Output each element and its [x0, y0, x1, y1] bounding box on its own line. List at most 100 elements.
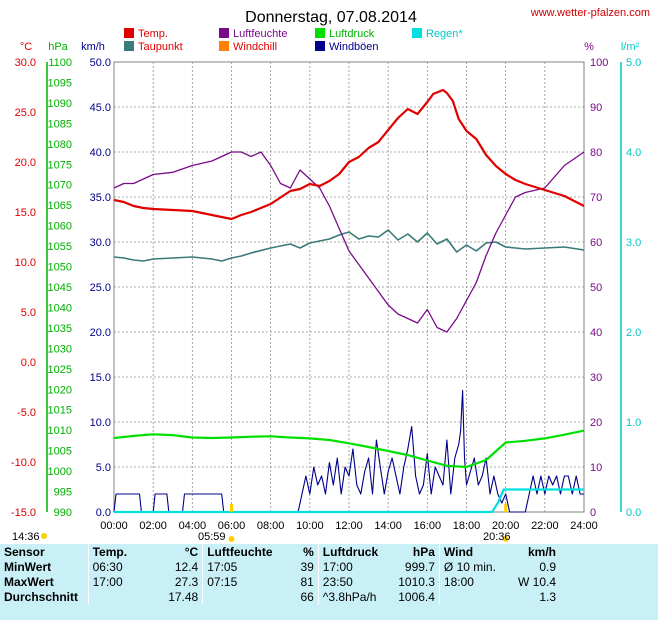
x-tick-label: 14:00: [374, 520, 402, 532]
sun-markers: [41, 504, 509, 542]
stats-temp-time: 06:30: [87, 559, 155, 574]
x-tick-label: 02:00: [139, 520, 167, 532]
pressure-tick-label: 1080: [48, 139, 72, 151]
unit-temp: °C: [20, 41, 32, 53]
humidity-tick-label: 0: [590, 507, 596, 519]
legend-label: Windchill: [233, 41, 277, 53]
stats-pressure-time: ^3.8hPa/h: [317, 589, 387, 604]
stats-header-pressure: Luftdruck: [317, 544, 387, 559]
x-tick-label: 12:00: [335, 520, 363, 532]
stats-header-humidity-unit: %: [303, 544, 314, 559]
wind-tick-label: 45.0: [90, 102, 111, 114]
humidity-tick-label: 100: [590, 57, 608, 69]
pressure-tick-label: 1050: [48, 262, 72, 274]
wind-tick-label: 25.0: [90, 282, 111, 294]
stats-wind-value: 1.3: [539, 589, 556, 604]
legend-swatch: [315, 41, 325, 51]
wind-tick-label: 15.0: [90, 372, 111, 384]
stats-wind-desc: Ø 10 min.: [438, 559, 508, 574]
humidity-tick-label: 20: [590, 417, 602, 429]
stats-temp-value: 27.3: [174, 574, 199, 589]
stats-wind-desc: [438, 589, 508, 604]
stats-wind-value: 0.9: [539, 559, 556, 574]
legend-label: Taupunkt: [138, 41, 183, 53]
legend: Temp. Luftfeuchte Luftdruck Regen* Taupunkt W…: [124, 28, 463, 53]
humidity-tick-label: 30: [590, 372, 602, 384]
stats-header-pressure-unit: hPa: [412, 544, 435, 559]
stats-temp-time: 17:00: [87, 574, 155, 589]
series-taupunkt: [113, 229, 585, 262]
legend-swatch: [219, 41, 229, 51]
pressure-tick-label: 1090: [48, 98, 72, 110]
temp-tick-label: 15.0: [15, 207, 36, 219]
sunset-time: 20:36: [483, 531, 511, 543]
stats-header-row: Sensor Temp. °C Luftfeuchte % Luftdruck …: [0, 544, 560, 559]
pressure-tick-label: 1010: [48, 425, 72, 437]
wind-tick-label: 10.0: [90, 417, 111, 429]
rain-tick-label: 4.0: [626, 147, 641, 159]
site-link[interactable]: www.wetter-pfalzen.com: [530, 7, 650, 19]
rain-tick-label: 3.0: [626, 237, 641, 249]
pressure-tick-label: 1030: [48, 343, 72, 355]
stats-pressure-time: 23:50: [317, 574, 387, 589]
stats-wind-desc: 18:00: [438, 574, 508, 589]
rain-tick-label: 1.0: [626, 417, 641, 429]
unit-rain: l/m²: [621, 41, 640, 53]
series-luftfeuchte: [113, 151, 585, 333]
series-temp: [113, 88, 585, 221]
axes: 30.0 25.0 20.0 15.0 10.0 5.0 0.0 -5.0 -10.0 -15.0…: [11, 57, 641, 532]
series-group: [113, 88, 585, 514]
stats-header-temp-unit: °C: [184, 544, 199, 559]
stats-header-sensor: Sensor: [4, 544, 45, 559]
weather-chart: Donnerstag, 07.08.2014 www.wetter-pfalze…: [11, 7, 650, 543]
statistics-table: Sensor Temp. °C Luftfeuchte % Luftdruck …: [0, 544, 560, 604]
legend-swatch: [124, 41, 134, 51]
temp-tick-label: 20.0: [15, 157, 36, 169]
wind-tick-label: 0.0: [96, 507, 111, 519]
humidity-tick-label: 70: [590, 192, 602, 204]
stats-pressure-value: 999.7: [404, 559, 435, 574]
stats-pressure-value: 1010.3: [398, 574, 435, 589]
x-tick-label: 22:00: [531, 520, 559, 532]
series-regen: [114, 488, 584, 514]
pressure-tick-label: 1085: [48, 118, 72, 130]
stats-humidity-time: 07:15: [202, 574, 281, 589]
pressure-tick-label: 1040: [48, 302, 72, 314]
stats-header-temp: Temp.: [87, 544, 155, 559]
stats-label: MinWert: [4, 559, 52, 574]
stats-humidity-time: 17:05: [202, 559, 281, 574]
stats-pressure-time: 17:00: [317, 559, 387, 574]
pressure-tick-label: 990: [54, 507, 72, 519]
temp-tick-label: 0.0: [21, 357, 36, 369]
stats-label: MaxWert: [4, 574, 54, 589]
humidity-tick-label: 80: [590, 147, 602, 159]
stats-humidity-time: [202, 589, 281, 604]
wind-tick-label: 50.0: [90, 57, 111, 69]
grid: [113, 61, 585, 513]
humidity-tick-label: 60: [590, 237, 602, 249]
legend-swatch: [412, 28, 422, 38]
stats-header-humidity: Luftfeuchte: [202, 544, 281, 559]
pressure-tick-label: 1060: [48, 221, 72, 233]
pressure-tick-label: 1045: [48, 282, 72, 294]
sunrise-time: 05:59: [198, 531, 226, 543]
x-tick-label: 06:00: [218, 520, 246, 532]
wind-tick-label: 5.0: [96, 462, 111, 474]
unit-humidity: %: [584, 41, 594, 53]
series-luftdruck: [113, 429, 585, 469]
stats-temp-time: [87, 589, 155, 604]
stats-row-avg: Durchschnitt 17.48 66 ^3.8hPa/h 1006.4 1…: [0, 589, 560, 604]
stats-humidity-value: 66: [300, 589, 314, 604]
wind-tick-label: 40.0: [90, 147, 111, 159]
temp-tick-label: -5.0: [17, 407, 36, 419]
stats-temp-value: 17.48: [168, 589, 199, 604]
x-tick-label: 20:00: [492, 520, 520, 532]
temp-tick-label: 30.0: [15, 57, 36, 69]
stats-temp-value: 12.4: [174, 559, 199, 574]
moon-dot: [41, 533, 47, 539]
legend-label: Regen*: [426, 28, 463, 40]
legend-label: Luftfeuchte: [233, 28, 287, 40]
temp-tick-label: 25.0: [15, 107, 36, 119]
legend-swatch: [315, 28, 325, 38]
pressure-tick-label: 1020: [48, 384, 72, 396]
